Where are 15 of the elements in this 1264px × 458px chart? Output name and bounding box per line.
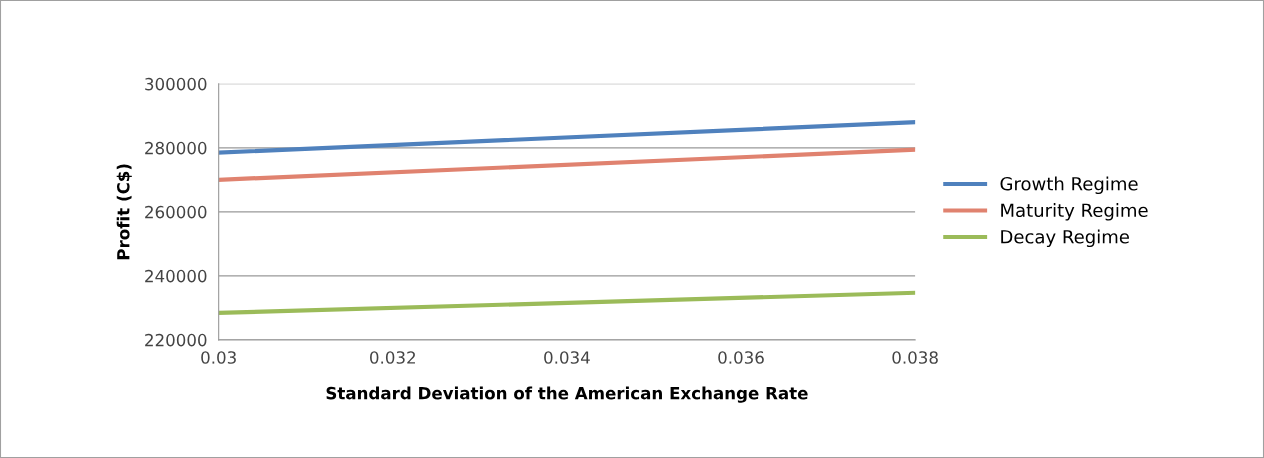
y-tick-label: 220000 bbox=[145, 333, 207, 347]
y-tick-label: 280000 bbox=[145, 141, 207, 155]
y-axis-title: Profit (C$) bbox=[116, 164, 132, 260]
y-tick-label: 300000 bbox=[145, 77, 207, 91]
legend-label: Decay Regime bbox=[1001, 229, 1129, 248]
x-axis-title: Standard Deviation of the American Exchange Rate bbox=[326, 386, 808, 403]
legend-label: Maturity Regime bbox=[1001, 203, 1148, 221]
x-tick-label: 0.034 bbox=[544, 351, 590, 364]
y-tick-label: 260000 bbox=[145, 205, 207, 219]
x-tick-label: 0.036 bbox=[718, 351, 764, 364]
y-tick-label: 240000 bbox=[145, 269, 207, 283]
x-tick-label: 0.038 bbox=[892, 351, 938, 364]
x-tick-label: 0.03 bbox=[201, 351, 236, 364]
x-tick-label: 0.032 bbox=[370, 351, 415, 364]
legend-label: Growth Regime bbox=[1000, 176, 1138, 195]
